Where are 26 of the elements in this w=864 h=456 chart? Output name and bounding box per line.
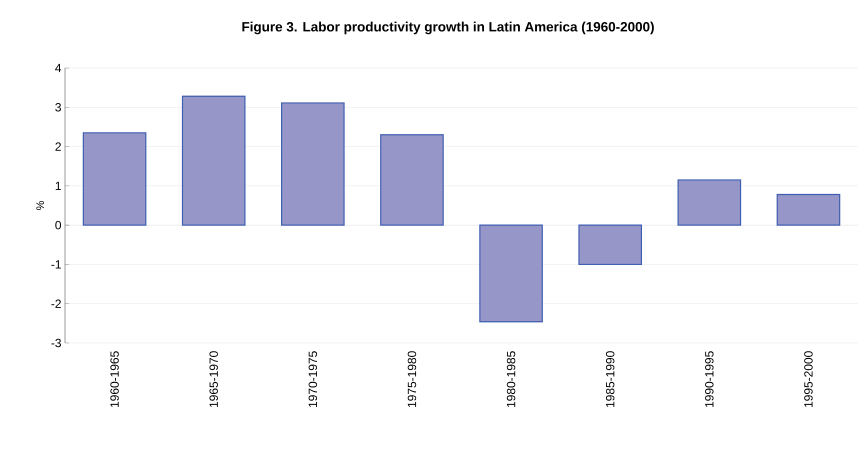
bar xyxy=(82,132,146,226)
y-tick-label: 3 xyxy=(55,103,61,112)
y-tick-label: -1 xyxy=(51,260,61,269)
bar xyxy=(578,224,642,266)
x-tick-label: 1960-1965 xyxy=(110,351,119,408)
y-tick-label: 1 xyxy=(56,182,61,190)
x-tick-label: 1990-1995 xyxy=(705,351,714,408)
y-axis-title: % xyxy=(36,201,44,210)
x-tick-label: 1985-1990 xyxy=(606,351,614,408)
bar xyxy=(280,102,345,226)
x-tick-label: 1995-2000 xyxy=(804,351,813,408)
y-tick-label: 2 xyxy=(55,142,61,151)
x-tick-label: 1965-1970 xyxy=(209,351,218,408)
x-tick-label: 1970-1975 xyxy=(308,351,318,408)
bar xyxy=(380,134,444,226)
chart-title: Figure 3. Labor productivity growth in Latin America (1960-2000) xyxy=(242,22,654,34)
bar xyxy=(479,224,543,322)
bar xyxy=(776,194,840,226)
y-tick-label: 4 xyxy=(55,64,62,72)
y-tick-label: -3 xyxy=(51,338,61,348)
y-tick-label: -2 xyxy=(51,300,61,308)
bar xyxy=(677,179,742,226)
bar xyxy=(182,96,246,226)
x-tick-label: 1980-1985 xyxy=(506,351,516,408)
y-tick-label: 0 xyxy=(55,220,62,230)
x-tick-label: 1975-1980 xyxy=(408,351,416,408)
